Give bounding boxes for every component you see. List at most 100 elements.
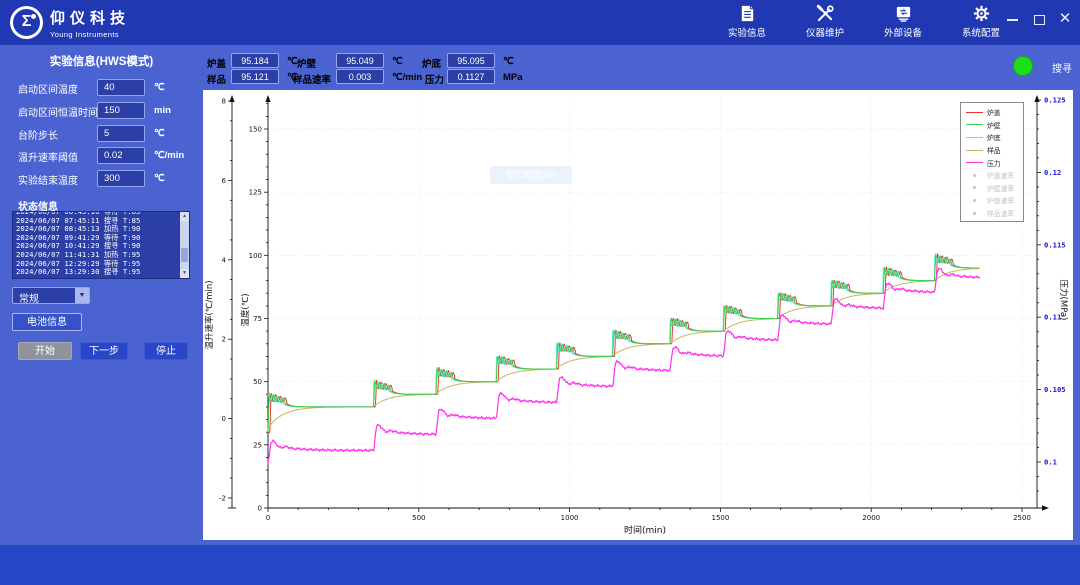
chart-watermark: 窗口截图(W) <box>490 166 572 184</box>
battery-info-button[interactable]: 电池信息 <box>12 313 82 331</box>
sidebar-title: 实验信息(HWS模式) <box>49 56 154 68</box>
toolbar-label: 仪器维护 <box>805 28 844 39</box>
furnace-wall-unit: ℃ <box>392 56 403 67</box>
svg-text:125: 125 <box>249 189 262 197</box>
scroll-down-icon[interactable]: ▼ <box>180 269 189 278</box>
title-bar: Σ 仰仪科技 Young Instruments 实验信息 仪器维护 外部设备 … <box>0 0 1080 45</box>
status-log-row: 2024/06/07 09:41:29 等待 T:90 <box>16 232 141 242</box>
device-icon <box>896 6 910 22</box>
svg-text:0.12: 0.12 <box>1044 168 1061 177</box>
legend-item-压力[interactable]: 压力 <box>961 156 1023 169</box>
legend-item-炉盖[interactable]: 炉盖 <box>961 106 1023 119</box>
mode-select[interactable]: 常规 ▼ <box>12 287 90 305</box>
svg-text:0.11: 0.11 <box>1044 313 1061 322</box>
field-label: 启动区间恒温时间 <box>18 108 98 119</box>
brand-name-cn: 仰仪科技 <box>50 10 131 27</box>
legend-swatch <box>966 124 983 126</box>
svg-text:温升速率(℃/min): 温升速率(℃/min) <box>204 280 215 349</box>
minimize-button[interactable] <box>1006 12 1020 26</box>
sample-rate-value[interactable] <box>336 69 384 84</box>
status-indicator-label: 搜寻 <box>1052 64 1072 75</box>
toolbar-external-devices[interactable]: 外部设备 <box>874 4 932 39</box>
start-button[interactable]: 开始 <box>18 342 72 360</box>
svg-text:时间(min): 时间(min) <box>624 524 666 536</box>
legend-label: 炉壁 <box>987 122 1001 130</box>
legend-swatch <box>966 136 983 138</box>
sample-unit: ℃ <box>287 72 298 83</box>
toolbar-label: 实验信息 <box>727 28 766 39</box>
legend-swatch <box>966 111 983 113</box>
field-input-2[interactable] <box>97 125 145 142</box>
svg-text:0: 0 <box>258 505 262 513</box>
sample-rate-unit: ℃/min <box>392 72 423 83</box>
legend-item-炉壁速率[interactable]: 炉壁速率 <box>961 182 1023 195</box>
legend-item-样品[interactable]: 样品 <box>961 144 1023 157</box>
legend-item-炉底[interactable]: 炉底 <box>961 131 1023 144</box>
next-step-button[interactable]: 下一步 <box>80 342 128 360</box>
field-input-3[interactable] <box>97 147 145 164</box>
field-unit: ℃/min <box>154 150 185 161</box>
sample-value[interactable] <box>231 69 279 84</box>
status-log-row: 2024/06/07 10:41:29 搜寻 T:90 <box>16 241 141 251</box>
legend-item-炉盖速率[interactable]: 炉盖速率 <box>961 169 1023 182</box>
document-icon <box>741 5 753 22</box>
toolbar-system-config[interactable]: 系统配置 <box>952 4 1010 39</box>
legend-item-炉底速率[interactable]: 炉底速率 <box>961 194 1023 207</box>
chevron-down-icon[interactable]: ▼ <box>75 288 89 303</box>
pressure-label: 压力 <box>425 75 445 86</box>
status-log-rows: 2024/06/07 06:45:10 等待 T:85 2024/06/07 07… <box>16 212 178 277</box>
furnace-bottom-unit: ℃ <box>503 56 514 67</box>
sample-rate-label: 样品速率 <box>293 75 332 86</box>
svg-text:1000: 1000 <box>561 514 579 522</box>
legend-label: 炉盖 <box>987 110 1001 118</box>
chart-legend: 炉盖炉壁炉底 样品 压力 炉盖速率炉壁速率炉底速率样品速率 <box>960 102 1024 223</box>
scroll-up-icon[interactable]: ▲ <box>180 212 189 221</box>
legend-item-炉壁[interactable]: 炉壁 <box>961 119 1023 132</box>
toolbar-experiment-info[interactable]: 实验信息 <box>718 4 776 39</box>
legend-swatch <box>973 186 976 190</box>
temperature-pressure-chart: 8 6 4 2 0 -2 150 125 100 75 50 25 0 0.125 0.12 0.115 0.1… <box>204 95 1069 536</box>
svg-text:2000: 2000 <box>862 514 880 522</box>
status-indicator-light <box>1013 56 1033 76</box>
legend-label: 炉底 <box>987 135 1001 143</box>
svg-text:0: 0 <box>266 514 270 522</box>
mode-select-value: 常规 <box>19 294 39 305</box>
scroll-thumb[interactable] <box>181 248 188 262</box>
legend-swatch <box>966 149 983 151</box>
legend-label: 炉底速率 <box>987 198 1015 206</box>
furnace-wall-value[interactable] <box>336 53 384 68</box>
svg-text:75: 75 <box>253 315 262 323</box>
legend-swatch <box>966 162 983 164</box>
sidebar-experiment-panel: 实验信息(HWS模式) 启动区间温度 ℃ 启动区间恒温时间 min 台阶步长 ℃ 温升速率阈… <box>0 45 203 545</box>
stop-button[interactable]: 停止 <box>144 342 188 360</box>
main-toolbar: 实验信息 仪器维护 外部设备 系统配置 <box>718 4 1010 39</box>
svg-text:温度(℃): 温度(℃) <box>240 293 251 326</box>
svg-text:50: 50 <box>253 378 262 386</box>
svg-text:8: 8 <box>222 98 226 106</box>
field-input-1[interactable] <box>97 102 145 119</box>
toolbar-label: 系统配置 <box>961 28 1000 39</box>
toolbar-instrument-maintenance[interactable]: 仪器维护 <box>796 4 854 39</box>
field-input-4[interactable] <box>97 170 145 187</box>
svg-text:1500: 1500 <box>711 514 729 522</box>
furnace-lid-value[interactable] <box>231 53 279 68</box>
toolbar-label: 外部设备 <box>883 28 922 39</box>
legend-label: 样品速率 <box>987 211 1015 219</box>
status-log-scrollbar[interactable]: ▲ ▼ <box>180 212 189 278</box>
svg-text:500: 500 <box>412 514 425 522</box>
legend-item-样品速率[interactable]: 样品速率 <box>961 207 1023 220</box>
tools-icon <box>816 4 834 22</box>
pressure-value[interactable] <box>447 69 495 84</box>
status-info-label: 状态信息 <box>18 202 58 213</box>
furnace-bottom-value[interactable] <box>447 53 495 68</box>
bottom-bar <box>0 545 1080 585</box>
legend-label: 炉壁速率 <box>987 185 1015 193</box>
close-button[interactable]: ✕ <box>1058 10 1072 27</box>
maximize-button[interactable] <box>1032 12 1046 26</box>
window-controls: ✕ <box>1006 10 1072 27</box>
gear-icon <box>973 5 989 22</box>
field-input-0[interactable] <box>97 79 145 96</box>
chart-panel: 8 6 4 2 0 -2 150 125 100 75 50 25 0 0.125 0.12 0.115 0.1… <box>203 90 1073 540</box>
status-log-listbox[interactable]: 2024/06/07 06:45:10 等待 T:85 2024/06/07 07… <box>12 211 190 279</box>
field-unit: ℃ <box>154 82 165 93</box>
